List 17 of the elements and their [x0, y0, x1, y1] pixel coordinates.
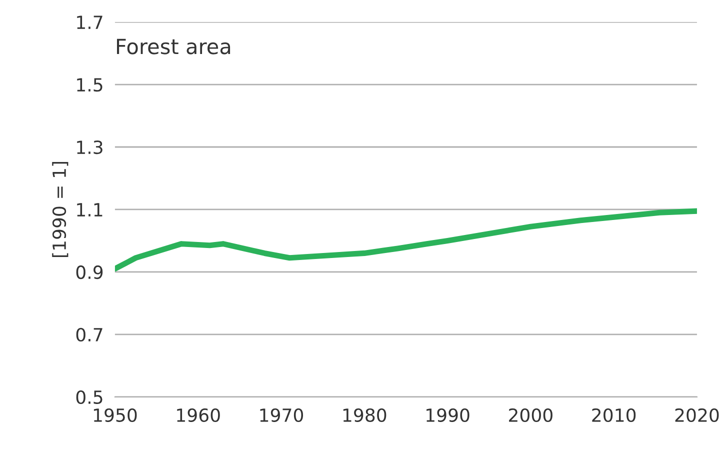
x-tick-label: 1950 [94, 408, 137, 422]
y-tick-label: 0.5 [76, 390, 102, 404]
x-tick-label: 2010 [592, 408, 636, 422]
x-tick-label: 1960 [177, 408, 220, 422]
y-tick-label: 0.7 [76, 328, 102, 342]
x-tick-label: 2000 [509, 408, 552, 422]
text: Forest area [117, 38, 230, 54]
y-tick-label: 1.7 [77, 16, 102, 29]
x-tick-label: 1970 [260, 408, 304, 422]
y-tick-label: 1.5 [77, 78, 102, 92]
y-tick-label: 1.3 [77, 140, 102, 154]
x-tick-label: 1990 [426, 408, 470, 422]
y-tick-label: 0.9 [76, 265, 103, 280]
y-axis-title: [1990 = 1] [52, 162, 68, 257]
y-tick-label: 1.1 [77, 203, 102, 216]
x-tick-label: 1980 [343, 408, 386, 422]
x-tick-label: 2020 [675, 408, 719, 422]
